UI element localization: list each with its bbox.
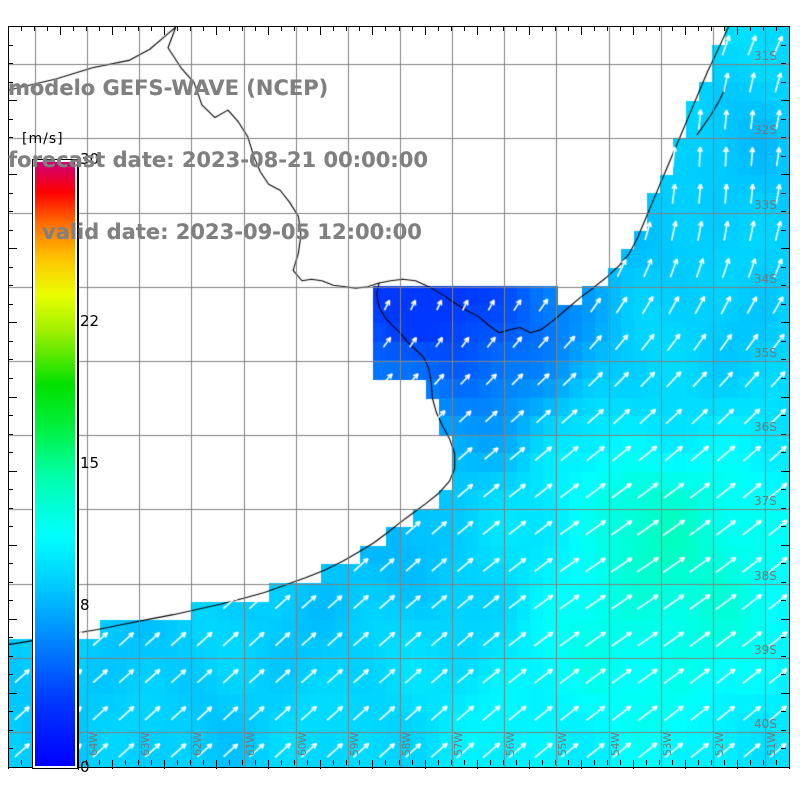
chart-title-block: modelo GEFS-WAVE (NCEP) forecast date: 2…: [8, 28, 608, 292]
longitude-label: 52W: [712, 732, 726, 756]
longitude-label: 55W: [556, 732, 570, 756]
colorbar-tick: 30: [80, 150, 100, 168]
longitude-label: 59W: [347, 732, 361, 756]
latitude-label: 37S: [754, 494, 777, 509]
title-valid-date: valid date: 2023-09-05 12:00:00: [42, 220, 422, 244]
colorbar-tick: 15: [80, 454, 100, 472]
longitude-label: 53W: [660, 732, 674, 756]
latitude-label: 40S: [754, 716, 777, 731]
colorbar-gradient: [32, 159, 78, 769]
colorbar-unit-label: [m/s]: [22, 131, 64, 147]
longitude-label: 58W: [400, 732, 413, 756]
latitude-label: 35S: [754, 345, 777, 360]
wind-vector-arrows: [9, 27, 789, 767]
longitude-label: 61W: [243, 732, 257, 756]
colorbar[interactable]: [32, 159, 78, 769]
latitude-label: 39S: [754, 642, 777, 657]
longitude-label: 62W: [191, 732, 205, 756]
title-model: modelo GEFS-WAVE (NCEP): [8, 76, 329, 100]
latitude-label: 31S: [754, 49, 777, 64]
latitude-label: 38S: [754, 568, 777, 583]
title-forecast-date: forecast date: 2023-08-21 00:00:00: [8, 148, 428, 172]
axis-ticks-top: [8, 26, 790, 35]
colorbar-tick: 22: [80, 312, 100, 331]
latitude-label: 33S: [754, 197, 777, 212]
axis-ticks-right: [781, 26, 790, 768]
latitude-label: 36S: [754, 420, 777, 435]
longitude-label: 51W: [764, 732, 778, 756]
colorbar-tick: 0: [80, 758, 90, 776]
longitude-label: 56W: [504, 732, 518, 756]
axis-ticks-bottom: [8, 760, 790, 769]
longitude-label: 63W: [139, 732, 153, 756]
colorbar-tick: 8: [80, 595, 90, 614]
longitude-label: 57W: [452, 732, 466, 756]
colorbar-axis-line: [78, 158, 79, 770]
map-frame[interactable]: [8, 26, 790, 768]
axis-ticks-left: [8, 26, 17, 768]
latitude-label: 34S: [754, 271, 777, 286]
map-canvas-stack: [9, 27, 789, 767]
longitude-label: 60W: [295, 732, 309, 756]
longitude-label: 64W: [87, 732, 101, 756]
latitude-label: 32S: [754, 123, 777, 138]
longitude-label: 54W: [608, 732, 622, 756]
